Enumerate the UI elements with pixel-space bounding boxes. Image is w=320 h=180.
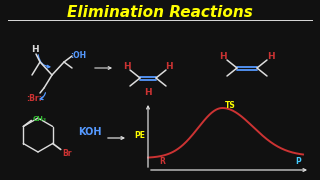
FancyArrowPatch shape bbox=[40, 93, 45, 100]
Text: :OH: :OH bbox=[70, 51, 86, 60]
Text: ..: .. bbox=[78, 48, 82, 53]
Text: H: H bbox=[144, 87, 152, 96]
Text: TS: TS bbox=[225, 100, 236, 109]
Text: KOH: KOH bbox=[78, 127, 102, 137]
Text: Br: Br bbox=[62, 149, 71, 158]
Text: PE: PE bbox=[134, 130, 146, 140]
Text: P: P bbox=[295, 158, 301, 166]
Text: H: H bbox=[31, 44, 39, 53]
Text: CH₃: CH₃ bbox=[32, 116, 46, 122]
Text: H: H bbox=[219, 51, 227, 60]
Text: H: H bbox=[123, 62, 131, 71]
Text: :Br:: :Br: bbox=[26, 93, 42, 102]
Text: H: H bbox=[165, 62, 173, 71]
FancyArrowPatch shape bbox=[38, 55, 50, 68]
Text: Elimination Reactions: Elimination Reactions bbox=[67, 4, 253, 19]
Text: H: H bbox=[267, 51, 275, 60]
Text: R: R bbox=[159, 158, 165, 166]
